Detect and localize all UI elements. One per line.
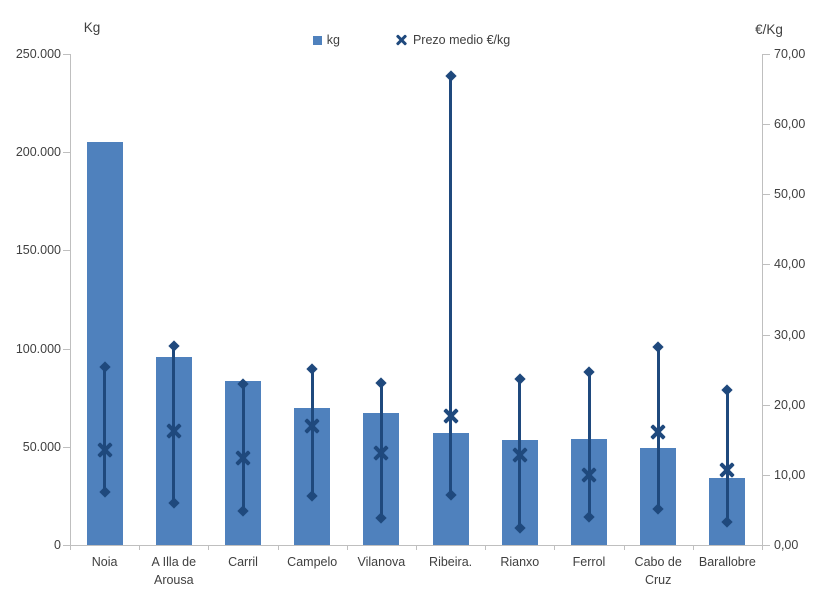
prezo-medio-marker-1[interactable] — [95, 440, 115, 460]
right-axis-tick-label: 70,00 — [774, 47, 806, 61]
prezo-medio-marker-2[interactable] — [164, 421, 184, 441]
left-axis-tick-label: 200.000 — [15, 145, 61, 160]
category-label-6: Ribeira. — [429, 555, 473, 569]
left-axis-tick — [63, 250, 70, 252]
high-marker-10[interactable] — [721, 384, 734, 396]
x-marker-icon — [395, 34, 408, 47]
legend-item-kg[interactable]: kg — [312, 33, 340, 47]
high-marker-2[interactable] — [168, 340, 180, 352]
left-axis-tick — [63, 54, 70, 55]
prezo-medio-marker-8[interactable] — [579, 465, 599, 485]
legend-item-prezo-label: Prezo medio €/kg — [412, 33, 511, 47]
right-axis-tick-label: 40,00 — [774, 257, 806, 272]
kg-series-swatch-icon — [312, 35, 322, 45]
left-axis-tick — [63, 545, 70, 546]
prezo-medio-marker-7[interactable] — [510, 445, 530, 465]
left-axis-tick-label: 100.000 — [15, 341, 61, 356]
x-axis-tick — [554, 545, 556, 550]
right-axis-tick — [763, 264, 770, 266]
prezo-medio-marker-5[interactable] — [371, 443, 391, 463]
right-axis-tick-label: 10,00 — [774, 467, 806, 482]
x-axis-tick — [277, 545, 279, 550]
right-axis-tick — [763, 474, 770, 476]
legend-item-prezo-medio[interactable]: Prezo medio €/kg — [395, 33, 510, 47]
right-axis-tick-label: 20,00 — [774, 397, 806, 412]
right-axis-tick-label: 0,00 — [774, 538, 799, 552]
x-axis-tick — [70, 545, 71, 550]
category-label-4: Campelo — [287, 555, 338, 569]
high-marker-9[interactable] — [652, 341, 664, 353]
x-axis-tick — [208, 545, 210, 550]
right-axis-tick — [763, 194, 770, 196]
hilo-line-10[interactable] — [725, 389, 729, 522]
x-axis-tick — [692, 545, 694, 550]
prezo-medio-marker-3[interactable] — [233, 448, 253, 468]
x-axis-tick — [139, 545, 141, 550]
x-axis-tick — [346, 545, 348, 550]
high-marker-4[interactable] — [306, 363, 318, 375]
right-axis-tick — [763, 334, 770, 336]
legend-item-kg-label: kg — [326, 33, 340, 47]
prezo-medio-marker-6[interactable] — [441, 406, 461, 426]
category-label-8: Ferrol — [572, 555, 606, 569]
right-axis-tick — [763, 545, 770, 546]
left-axis-tick-label: 50.000 — [22, 439, 61, 454]
left-axis-tick — [63, 446, 70, 448]
left-axis-tick-label: 150.000 — [15, 243, 61, 258]
high-marker-8[interactable] — [583, 366, 595, 379]
right-axis-tick-label: 60,00 — [774, 117, 806, 132]
left-axis-tick-label: 250.000 — [15, 47, 61, 61]
right-axis-tick-label: 50,00 — [774, 187, 806, 202]
x-axis-tick — [762, 545, 763, 550]
chart-legend: kg Prezo medio €/kg — [0, 33, 823, 47]
high-marker-5[interactable] — [375, 377, 388, 389]
prezo-medio-marker-10[interactable] — [717, 460, 737, 480]
hilo-line-6[interactable] — [449, 76, 453, 496]
left-axis-title: Kg — [83, 20, 101, 35]
right-axis-tick — [763, 124, 770, 126]
left-axis-tick-label: 0 — [54, 538, 61, 552]
category-label-10: Barallobre — [698, 555, 756, 569]
category-label-3: Carril — [228, 555, 258, 569]
left-axis-tick — [63, 348, 70, 350]
left-axis-line — [70, 54, 71, 545]
right-axis-tick — [763, 54, 770, 55]
prezo-medio-marker-4[interactable] — [302, 416, 322, 436]
hilo-line-8[interactable] — [587, 372, 591, 517]
category-label-7: Rianxo — [500, 555, 540, 569]
left-axis-tick — [63, 152, 70, 154]
category-label-5: Vilanova — [357, 555, 406, 569]
right-axis-tick — [763, 404, 770, 406]
right-axis-tick-label: 30,00 — [774, 327, 806, 342]
category-label-1: Noia — [91, 555, 118, 569]
x-axis-tick — [416, 545, 417, 550]
high-marker-6[interactable] — [444, 70, 457, 83]
category-label-2: A Illa de Arousa — [151, 555, 197, 588]
category-label-9: Cabo de Cruz — [634, 555, 682, 588]
prezo-medio-marker-9[interactable] — [648, 422, 668, 442]
high-marker-7[interactable] — [514, 373, 526, 385]
x-axis-tick — [623, 545, 625, 550]
right-axis-line — [762, 54, 763, 545]
hilo-line-1[interactable] — [103, 366, 107, 492]
x-axis-tick — [485, 545, 487, 550]
right-axis-title: €/Kg — [755, 22, 783, 37]
